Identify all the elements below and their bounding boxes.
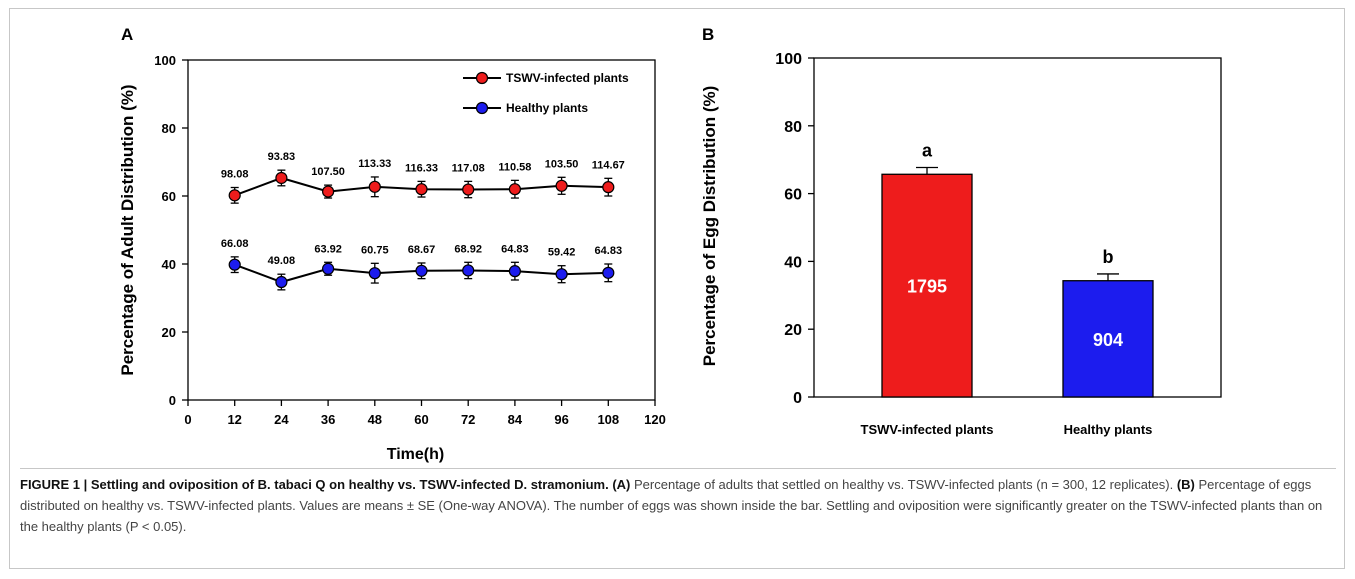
panel-b-bar-label: 904 <box>1093 330 1123 350</box>
caption-part-a-text: Percentage of adults that settled on hea… <box>634 477 1174 492</box>
panel-a-data-point <box>322 262 335 275</box>
panel-a-point-label: 59.42 <box>548 247 576 259</box>
caption-part-b-text: Percentage of eggs distributed on health… <box>20 477 1323 534</box>
panel-a-point-label: 64.83 <box>595 245 623 257</box>
panel-a-point-label: 49.08 <box>268 255 296 267</box>
panel-a-point-label: 63.92 <box>314 243 342 255</box>
panel-a-data-point <box>462 264 475 277</box>
panel-a-data-point <box>508 183 522 196</box>
caption-part-b-label: (B) <box>1176 477 1195 492</box>
panel-b-y-tick-label: 20 <box>784 322 802 339</box>
panel-a-data-point <box>322 185 335 198</box>
panel-a-point-label: 107.50 <box>311 166 345 178</box>
panel-a-x-tick-label: 36 <box>321 412 335 427</box>
panel-a-point-label: 64.83 <box>501 243 529 255</box>
panel-a-point-label: 113.33 <box>358 158 391 170</box>
panel-a-x-tick-label: 96 <box>554 412 568 427</box>
figure-caption: FIGURE 1 | Settling and oviposition of B… <box>20 474 1336 537</box>
figure-frame <box>9 8 1345 569</box>
panel-b-category-label: Healthy plants <box>1064 422 1153 437</box>
panel-b-y-tick-label: 60 <box>784 187 802 204</box>
panel-a-legend-marker <box>475 101 489 115</box>
caption-part-a-label: (A) <box>612 477 631 492</box>
panel-a-x-tick-label: 120 <box>644 412 666 427</box>
panel-b-y-tick-label: 40 <box>784 254 802 271</box>
panel-a-point-label: 116.33 <box>405 162 438 174</box>
panel-a-point-label: 110.58 <box>498 161 531 173</box>
panel-a-data-point <box>228 258 241 271</box>
panel-b-plot-frame <box>813 57 1222 398</box>
panel-a-data-point <box>415 183 428 196</box>
panel-a-data-point <box>415 264 428 277</box>
panel-a-point-label: 103.50 <box>545 158 579 170</box>
panel-a-data-point <box>275 275 288 289</box>
panel-b-bar-label: 1795 <box>907 277 947 297</box>
panel-a-point-label: 66.08 <box>221 238 249 250</box>
panel-a-point-label: 68.67 <box>408 244 436 256</box>
panel-b-y-tick-label: 100 <box>775 51 802 68</box>
panel-a-data-point <box>228 189 241 202</box>
panel-a-x-tick-label: 60 <box>414 412 428 427</box>
panel-b-y-tick-label: 80 <box>784 119 802 136</box>
panel-a-legend-marker <box>475 71 489 85</box>
panel-a-point-label: 117.08 <box>452 162 485 174</box>
panel-b-significance-letter: b <box>1103 247 1114 267</box>
panel-a-y-tick-label: 100 <box>154 53 176 68</box>
panel-a-point-label: 68.92 <box>454 243 482 255</box>
panel-a-legend-label: TSWV-infected plants <box>506 71 629 85</box>
panel-a-y-tick-label: 20 <box>162 325 176 340</box>
panel-a-label: A <box>121 25 133 44</box>
panel-a-x-tick-label: 72 <box>461 412 475 427</box>
panel-a-data-point <box>508 265 522 278</box>
panel-b-y-tick-label: 0 <box>793 390 802 407</box>
panel-a-point-label: 114.67 <box>592 159 625 171</box>
panel-a-y-tick-label: 40 <box>162 257 176 272</box>
panel-a-data-point <box>368 180 381 193</box>
panel-a-y-axis-label: Percentage of Adult Distribution (%) <box>118 84 137 375</box>
panel-a-x-axis-label: Time(h) <box>387 446 444 463</box>
panel-b-bar <box>1062 280 1154 398</box>
panel-a-point-label: 98.08 <box>221 169 249 181</box>
panel-a-y-tick-label: 0 <box>169 393 176 408</box>
panel-a-data-point <box>275 171 288 185</box>
panel-a-data-point <box>602 266 615 279</box>
panel-a-x-tick-label: 12 <box>227 412 241 427</box>
panel-a-x-tick-label: 84 <box>508 412 523 427</box>
panel-b-category-label: TSWV-infected plants <box>861 422 994 437</box>
panel-a-point-label: 93.83 <box>268 151 296 163</box>
panel-a-x-tick-label: 48 <box>368 412 382 427</box>
caption-divider <box>20 468 1336 469</box>
caption-title: FIGURE 1 | Settling and oviposition of B… <box>20 477 609 492</box>
panel-b-label: B <box>702 25 714 44</box>
panel-a-data-point <box>602 181 615 194</box>
panel-a-y-tick-label: 80 <box>162 121 176 136</box>
panel-b-significance-letter: a <box>922 140 933 160</box>
panel-b-y-axis-label: Percentage of Egg Distribution (%) <box>700 86 719 367</box>
panel-a-x-tick-label: 24 <box>274 412 289 427</box>
panel-a-y-tick-label: 60 <box>162 189 176 204</box>
panel-a-x-tick-label: 108 <box>597 412 619 427</box>
panel-a-data-point <box>462 183 475 196</box>
panel-a-data-point <box>555 179 568 192</box>
panel-a-point-label: 60.75 <box>361 244 389 256</box>
panel-a-data-point <box>555 268 568 281</box>
panel-a-data-point <box>368 267 381 280</box>
panel-a-legend-label: Healthy plants <box>506 101 588 115</box>
panel-a-x-tick-label: 0 <box>184 412 191 427</box>
panel-b-bar <box>881 173 973 398</box>
